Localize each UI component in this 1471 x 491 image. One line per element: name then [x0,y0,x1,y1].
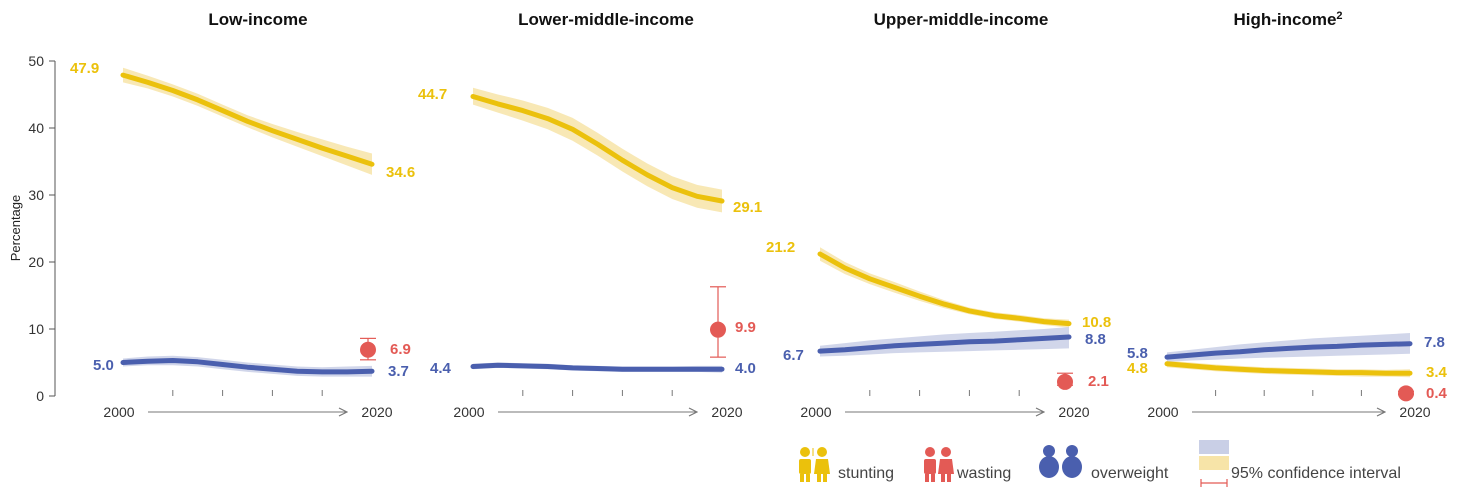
leg [817,474,821,482]
y-tick-label: 20 [28,254,44,270]
stunting-icon [799,447,830,482]
panel-title: Low-income [208,10,307,29]
head [1066,445,1078,457]
y-tick-label: 30 [28,187,44,203]
chart-panels: Low-income 2000 2020 47.9 34.6 5.0 3.7 6.9 Lower… [70,10,1448,420]
x-tick-label: 2020 [711,404,742,420]
overweight-end-label: 7.8 [1424,334,1445,351]
body [799,459,811,474]
stunting-confidence-band [820,247,1069,328]
title-superscript: 2 [1336,10,1342,22]
stunting-line [1164,361,1413,376]
wasting-label: 6.9 [390,341,411,358]
overweight-end-label: 3.7 [388,363,409,380]
panel-title: Lower-middle-income [518,10,694,29]
stunting-start-label: 47.9 [70,60,99,77]
overweight-line [1164,341,1413,360]
wasting-point [1398,385,1414,402]
body [924,459,936,474]
overweight-start-label: 5.0 [93,357,114,374]
overweight-start-label: 6.7 [783,347,804,364]
body [1039,456,1059,478]
head [941,447,951,457]
y-tick-label: 0 [36,388,44,404]
y-tick-label: 10 [28,321,44,337]
overweight-icon [1039,445,1082,478]
y-axis: 0 10 20 30 40 50 Percentage [8,53,56,404]
wasting-label: 0.4 [1426,385,1448,402]
x-tick-label: 2000 [453,404,484,420]
chart-panel-1: Low-income 2000 2020 47.9 34.6 5.0 3.7 6.9 [70,10,415,420]
figure [924,447,936,482]
confidence-interval-swatch [1199,440,1229,487]
stunting-band-swatch [1199,456,1229,470]
stunting-line [470,94,725,204]
stunting-start-label: 4.8 [1127,360,1148,377]
chart-panel-3: Upper-middle-income 2000 2020 21.2 10.8 6.7 8.… [766,10,1111,420]
panel-title: Upper-middle-income [874,10,1049,29]
overweight-end-label: 8.8 [1085,331,1106,348]
leg [925,474,929,482]
body [814,459,830,474]
leg [823,474,827,482]
overweight-start-label: 4.4 [430,360,452,377]
wasting-point [710,321,726,338]
stunting-end-label: 29.1 [733,199,762,216]
y-tick-label: 40 [28,120,44,136]
head [925,447,935,457]
overweight-band-swatch [1199,440,1229,454]
wasting-label: 2.1 [1088,373,1109,390]
wasting-point [360,341,376,358]
legend-overweight-label: overweight [1091,465,1169,482]
head [1043,445,1055,457]
x-tick-label: 2000 [1147,404,1178,420]
body [938,459,954,474]
wasting-point [1057,373,1073,390]
wasting-icon [924,447,954,482]
legend-ci-label: 95% confidence interval [1231,465,1401,482]
stunting-end-label: 34.6 [386,164,415,181]
head [817,447,827,457]
leg [931,474,935,482]
leg [947,474,951,482]
overweight-end-label: 4.0 [735,360,756,377]
figure [799,447,811,482]
overweight-line [470,362,725,372]
panel-title: High-income2 [1233,10,1342,29]
x-tick-label: 2020 [1058,404,1089,420]
figure [938,447,954,482]
x-tick-label: 2000 [800,404,831,420]
stunting-line [120,72,375,167]
overweight-line [120,358,375,375]
x-tick-label: 2020 [361,404,392,420]
legend: stunting wasting overweight 95% confidence … [799,440,1401,487]
legend-stunting-label: stunting [838,465,894,482]
y-axis-label: Percentage [8,195,23,262]
stunting-end-label: 10.8 [1082,314,1111,331]
figure [814,447,830,482]
body [1062,456,1082,478]
leg [800,474,804,482]
chart-panel-4: High-income2 2000 2020 4.8 3.4 5.8 7.8 0.4 [1127,10,1448,420]
chart-panel-2: Lower-middle-income 2000 2020 44.7 29.1 4.4 4.… [418,10,762,420]
leg [806,474,810,482]
stunting-end-label: 3.4 [1426,364,1448,381]
overweight-start-label: 5.8 [1127,345,1148,362]
stunting-line [817,251,1072,327]
x-tick-label: 2020 [1399,404,1430,420]
x-tick-label: 2000 [103,404,134,420]
overweight-line [817,334,1072,354]
head [800,447,810,457]
legend-wasting-label: wasting [956,465,1011,482]
stunting-start-label: 44.7 [418,86,447,103]
leg [941,474,945,482]
y-tick-label: 50 [28,53,44,69]
wasting-label: 9.9 [735,319,756,336]
stunting-start-label: 21.2 [766,239,795,256]
